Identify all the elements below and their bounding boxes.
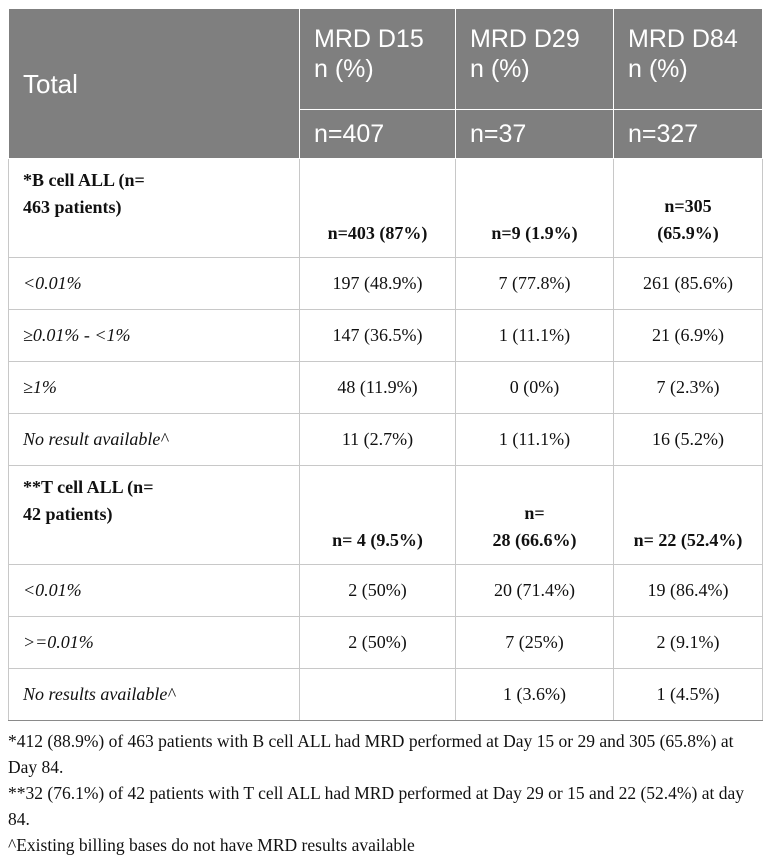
section-label-t-line1: **T cell ALL (n=: [23, 477, 154, 497]
section-t-d29-line2: 28 (66.6%): [492, 530, 577, 550]
section-t-d29: n= 28 (66.6%): [455, 465, 614, 565]
cell-d15: [299, 668, 456, 721]
header-d15: MRD D15 n (%): [299, 8, 456, 110]
section-t-d15: n= 4 (9.5%): [299, 465, 456, 565]
table-row: <0.01% 197 (48.9%) 7 (77.8%) 261 (85.6%): [8, 257, 763, 310]
cell-d84: 7 (2.3%): [613, 361, 763, 414]
table-row: No result available^ 11 (2.7%) 1 (11.1%)…: [8, 413, 763, 466]
cell-d29: 1 (11.1%): [455, 413, 614, 466]
header-n-d84: n=327: [613, 109, 763, 159]
cell-d29: 1 (11.1%): [455, 309, 614, 362]
table-header: Total MRD D15 n (%) MRD D29 n (%) MRD D84 n…: [8, 8, 763, 159]
cell-d15: 2 (50%): [299, 616, 456, 669]
row-label: No result available^: [8, 413, 300, 466]
table-row: No results available^ 1 (3.6%) 1 (4.5%): [8, 668, 763, 721]
footnotes: *412 (88.9%) of 463 patients with B cell…: [8, 728, 762, 858]
section-b-d29: n=9 (1.9%): [455, 158, 614, 258]
cell-d29: 7 (25%): [455, 616, 614, 669]
section-row-b-cell: *B cell ALL (n= 463 patients) n=403 (87%)…: [8, 158, 763, 258]
row-label: >=0.01%: [8, 616, 300, 669]
cell-d84: 261 (85.6%): [613, 257, 763, 310]
row-label: No results available^: [8, 668, 300, 721]
header-d84-line2: n (%): [628, 55, 688, 83]
cell-d84: 21 (6.9%): [613, 309, 763, 362]
row-label: <0.01%: [8, 257, 300, 310]
section-label-b-line2: 463 patients): [23, 197, 122, 217]
section-label-b-cell: *B cell ALL (n= 463 patients): [8, 158, 300, 258]
header-n-d15: n=407: [299, 109, 456, 159]
section-row-t-cell: **T cell ALL (n= 42 patients) n= 4 (9.5%)…: [8, 465, 763, 565]
row-label: ≥0.01% - <1%: [8, 309, 300, 362]
mrd-table: Total MRD D15 n (%) MRD D29 n (%) MRD D84 n…: [8, 8, 763, 721]
section-b-d84-line2: (65.9%): [657, 223, 719, 243]
header-d29-line2: n (%): [470, 55, 530, 83]
cell-d15: 48 (11.9%): [299, 361, 456, 414]
table-row: ≥1% 48 (11.9%) 0 (0%) 7 (2.3%): [8, 361, 763, 414]
table-container: Total MRD D15 n (%) MRD D29 n (%) MRD D84 n…: [8, 8, 763, 858]
header-d29: MRD D29 n (%): [455, 8, 614, 110]
header-d84-line1: MRD D84: [628, 25, 738, 53]
section-label-t-cell: **T cell ALL (n= 42 patients): [8, 465, 300, 565]
cell-d29: 0 (0%): [455, 361, 614, 414]
header-d29-line1: MRD D29: [470, 25, 580, 53]
footnote-billing: ^Existing billing bases do not have MRD …: [8, 835, 415, 855]
section-b-d84: n=305 (65.9%): [613, 158, 763, 258]
cell-d84: 2 (9.1%): [613, 616, 763, 669]
cell-d29: 7 (77.8%): [455, 257, 614, 310]
cell-d29: 20 (71.4%): [455, 564, 614, 617]
section-t-d84: n= 22 (52.4%): [613, 465, 763, 565]
table-row: <0.01% 2 (50%) 20 (71.4%) 19 (86.4%): [8, 564, 763, 617]
header-d15-line1: MRD D15: [314, 25, 424, 53]
cell-d84: 16 (5.2%): [613, 413, 763, 466]
footnote-t-cell: **32 (76.1%) of 42 patients with T cell …: [8, 783, 744, 829]
section-label-t-line2: 42 patients): [23, 504, 113, 524]
header-d84: MRD D84 n (%): [613, 8, 763, 110]
section-b-d15: n=403 (87%): [299, 158, 456, 258]
footnote-b-cell: *412 (88.9%) of 463 patients with B cell…: [8, 731, 734, 777]
cell-d84: 1 (4.5%): [613, 668, 763, 721]
header-n-d29: n=37: [455, 109, 614, 159]
cell-d29: 1 (3.6%): [455, 668, 614, 721]
table-row: >=0.01% 2 (50%) 7 (25%) 2 (9.1%): [8, 616, 763, 669]
cell-d15: 197 (48.9%): [299, 257, 456, 310]
cell-d15: 2 (50%): [299, 564, 456, 617]
table-row: ≥0.01% - <1% 147 (36.5%) 1 (11.1%) 21 (6…: [8, 309, 763, 362]
cell-d15: 147 (36.5%): [299, 309, 456, 362]
table-body: *B cell ALL (n= 463 patients) n=403 (87%)…: [8, 158, 763, 721]
section-b-d84-line1: n=305: [664, 196, 712, 216]
row-label: <0.01%: [8, 564, 300, 617]
header-d15-line2: n (%): [314, 55, 374, 83]
cell-d15: 11 (2.7%): [299, 413, 456, 466]
section-t-d29-line1: n=: [524, 503, 545, 523]
header-total: Total: [8, 8, 300, 159]
row-label: ≥1%: [8, 361, 300, 414]
section-label-b-line1: *B cell ALL (n=: [23, 170, 145, 190]
cell-d84: 19 (86.4%): [613, 564, 763, 617]
